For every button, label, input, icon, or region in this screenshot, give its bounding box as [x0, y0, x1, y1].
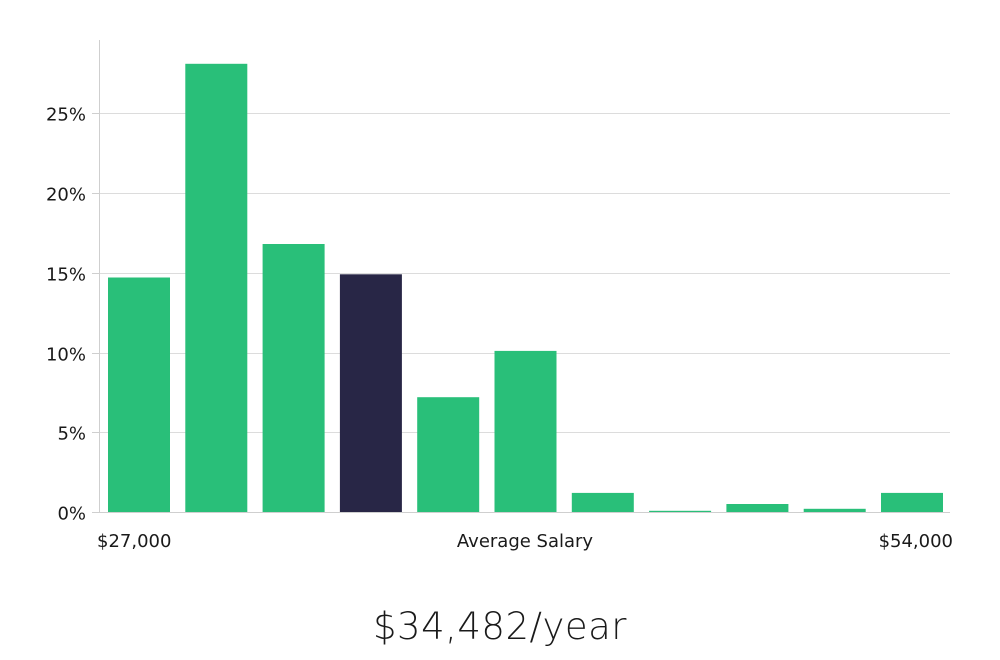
x-max-label: $54,000	[879, 531, 953, 552]
y-tick-label: 10%	[46, 345, 86, 366]
y-tick-label: 20%	[46, 185, 86, 206]
x-axis-title: Average Salary	[457, 531, 594, 552]
bar	[108, 277, 170, 512]
bars	[108, 63, 943, 513]
average-salary-value: $34,482/year	[372, 605, 627, 648]
bar	[262, 244, 325, 512]
x-min-label: $27,000	[97, 531, 171, 552]
y-axis-ticks: 0% 5% 10% 15% 20% 25%	[46, 105, 99, 525]
bar	[417, 397, 480, 512]
y-tick-label: 15%	[46, 265, 86, 286]
bar	[185, 63, 248, 513]
bar	[494, 350, 557, 512]
bar-highlighted	[339, 274, 402, 512]
y-tick-label: 5%	[57, 424, 86, 445]
bar	[803, 508, 866, 512]
y-tick-label: 25%	[46, 105, 86, 126]
y-tick-label: 0%	[57, 504, 86, 525]
bar	[649, 510, 712, 512]
bar	[726, 504, 789, 512]
bar	[571, 492, 634, 512]
salary-histogram: 0%5%10%15%20%25% $27,000 Average Salary …	[46, 40, 953, 552]
bar	[881, 492, 943, 512]
